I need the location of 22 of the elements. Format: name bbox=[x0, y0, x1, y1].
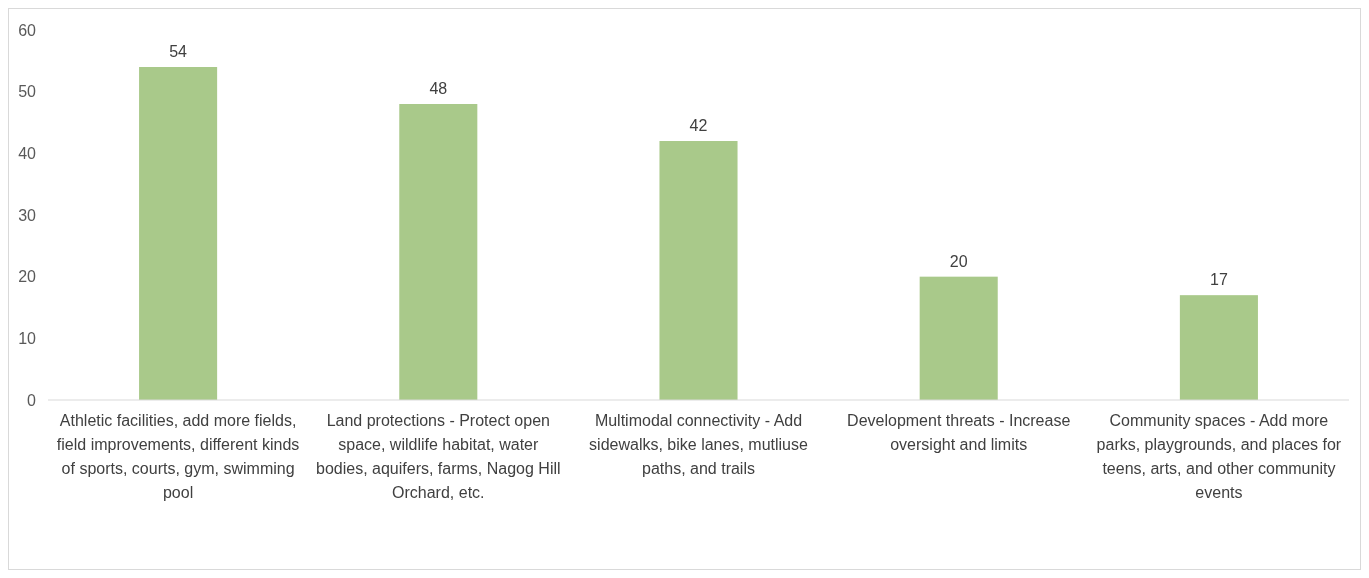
bar bbox=[1179, 295, 1258, 400]
data-label: 17 bbox=[1210, 271, 1228, 289]
bar bbox=[399, 104, 478, 400]
y-tick-label: 40 bbox=[18, 144, 37, 162]
y-tick-label: 30 bbox=[18, 206, 37, 224]
y-tick-label: 10 bbox=[18, 329, 37, 347]
x-tick-label: Community spaces - Add more parks, playgrounds, and places for teens, arts, and other community events bbox=[1096, 412, 1342, 501]
data-label: 42 bbox=[689, 117, 708, 134]
x-tick-label: Land protections - Protect open space, wildlife habitat, water bodies, aquifers, farms, Nagog Hill Orchard, etc. bbox=[316, 412, 561, 501]
data-label: 20 bbox=[949, 252, 968, 270]
y-tick-label: 60 bbox=[18, 21, 37, 39]
data-label: 48 bbox=[429, 80, 448, 97]
data-label: 54 bbox=[169, 43, 188, 60]
x-tick-label: Athletic facilities, add more fields, field improvements, different kinds of sports, courts, gym, swimming pool bbox=[56, 412, 300, 501]
y-tick-label: 0 bbox=[27, 391, 37, 409]
y-tick-label: 50 bbox=[18, 83, 37, 101]
y-tick-label: 20 bbox=[18, 268, 37, 286]
bar bbox=[919, 276, 998, 400]
x-tick-label: Development threats - Increase oversight and limits bbox=[847, 412, 1071, 453]
x-tick-label: Multimodal connectivity - Add sidewalks, bike lanes, mutliuse paths, and trails bbox=[589, 412, 808, 477]
bar bbox=[659, 141, 738, 400]
bar bbox=[139, 67, 218, 400]
